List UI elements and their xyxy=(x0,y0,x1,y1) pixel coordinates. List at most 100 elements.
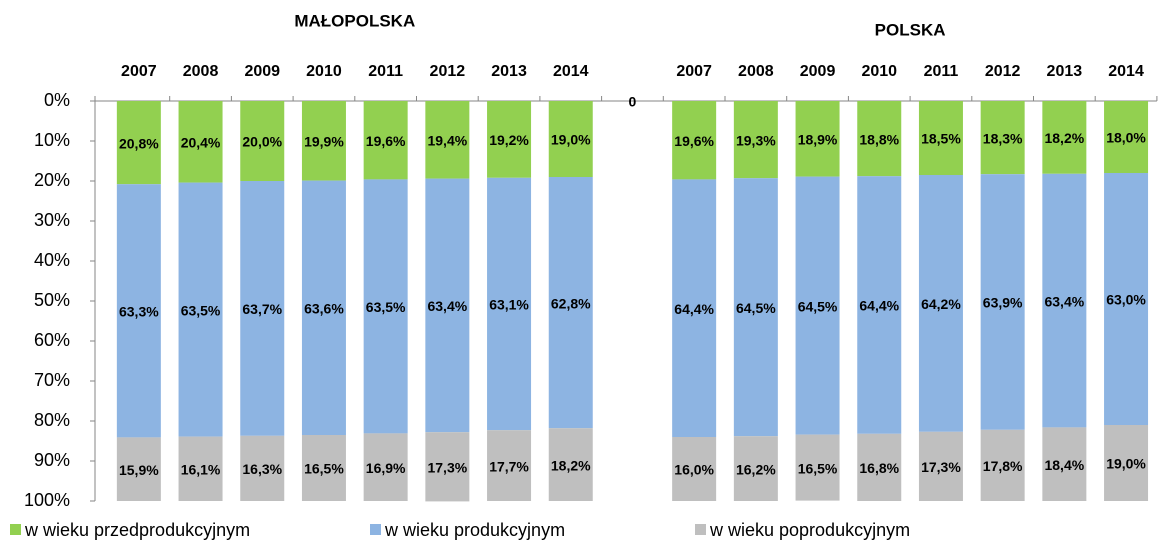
value-label: 16,1% xyxy=(181,462,221,478)
bar-segment xyxy=(240,101,285,181)
legend-swatch xyxy=(695,524,706,535)
x-tick-label: 2013 xyxy=(491,63,527,80)
value-label: 19,0% xyxy=(1106,456,1146,472)
x-tick-label: 2012 xyxy=(430,63,466,80)
x-tick-label: 2008 xyxy=(738,63,774,80)
bar-segment xyxy=(116,101,161,185)
bar-segment xyxy=(733,101,778,179)
x-tick-label: 2008 xyxy=(183,63,219,80)
bar-segment xyxy=(178,436,223,501)
x-tick-label: 2013 xyxy=(1047,63,1083,80)
y-tick-label: 40% xyxy=(34,250,70,270)
x-tick-label: 2011 xyxy=(368,63,403,80)
value-label: 17,3% xyxy=(921,459,961,475)
value-label: 63,5% xyxy=(181,302,221,318)
bar-segment xyxy=(178,101,223,183)
value-label: 64,4% xyxy=(674,301,714,317)
bar-segment xyxy=(980,101,1025,175)
bar-segment xyxy=(116,184,161,438)
x-tick-label: 2009 xyxy=(800,63,836,80)
bar-segment xyxy=(1104,425,1149,501)
value-label: 63,1% xyxy=(489,297,529,313)
value-label: 19,3% xyxy=(736,132,776,148)
value-label: 62,8% xyxy=(551,295,591,311)
bar-segment xyxy=(425,432,470,502)
value-label: 16,5% xyxy=(304,461,344,477)
y-tick-label: 0% xyxy=(44,90,70,110)
y-tick-label: 10% xyxy=(34,130,70,150)
bar-segment xyxy=(918,175,963,432)
bar-segment xyxy=(301,180,346,435)
value-label: 20,4% xyxy=(181,135,221,151)
bar-segment xyxy=(425,178,470,433)
bar-segment xyxy=(733,436,778,501)
bar-segment xyxy=(672,437,717,501)
bar-segment xyxy=(857,176,902,434)
bar-segment xyxy=(548,177,593,429)
value-label: 19,6% xyxy=(674,133,714,149)
bar-segment xyxy=(857,101,902,177)
value-label: 17,3% xyxy=(427,460,467,476)
value-label: 18,2% xyxy=(1044,130,1084,146)
bar-segment xyxy=(1042,173,1087,428)
x-tick-label: 2010 xyxy=(306,63,342,80)
value-label: 19,2% xyxy=(489,132,529,148)
bar-segment xyxy=(301,435,346,501)
value-label: 64,2% xyxy=(921,296,961,312)
value-label: 64,5% xyxy=(798,298,838,314)
legend-label: w wieku poprodukcyjnym xyxy=(709,520,910,540)
y-tick-label: 70% xyxy=(34,370,70,390)
value-label: 16,0% xyxy=(674,462,714,478)
value-label: 63,5% xyxy=(366,299,406,315)
bar-segment xyxy=(240,181,285,436)
value-label: 63,3% xyxy=(119,304,159,320)
legend-swatch xyxy=(10,524,21,535)
bar-segment xyxy=(795,176,840,435)
bar-segment xyxy=(363,179,408,434)
group-label: MAŁOPOLSKA xyxy=(294,11,415,30)
bar-segment xyxy=(1042,101,1087,174)
bar-segment xyxy=(980,174,1025,430)
bar-segment xyxy=(548,428,593,501)
value-label: 63,0% xyxy=(1106,292,1146,308)
bar-segment xyxy=(116,437,161,501)
value-label: 18,0% xyxy=(1106,130,1146,146)
value-label: 16,5% xyxy=(798,460,838,476)
y-tick-label: 90% xyxy=(34,450,70,470)
value-label: 63,6% xyxy=(304,301,344,317)
y-tick-label: 100% xyxy=(24,490,70,510)
value-label: 16,2% xyxy=(736,461,776,477)
x-tick-label: 2007 xyxy=(121,63,157,80)
y-tick-label: 50% xyxy=(34,290,70,310)
value-label: 64,4% xyxy=(859,298,899,314)
bar-segment xyxy=(672,101,717,180)
bar-segment xyxy=(795,101,840,177)
bar-segment xyxy=(363,101,408,180)
group-label: POLSKA xyxy=(875,20,946,39)
bar-segment xyxy=(980,429,1025,501)
value-label: 17,8% xyxy=(983,458,1023,474)
value-label: 20,8% xyxy=(119,135,159,151)
x-tick-label: 2012 xyxy=(985,63,1021,80)
value-label: 20,0% xyxy=(242,134,282,150)
value-label: 18,9% xyxy=(798,132,838,148)
value-label: 16,8% xyxy=(859,460,899,476)
value-label: 18,3% xyxy=(983,130,1023,146)
value-label: 19,6% xyxy=(366,133,406,149)
bar-segment xyxy=(1104,101,1149,173)
legend-label: w wieku produkcyjnym xyxy=(384,520,565,540)
value-label: 19,4% xyxy=(427,133,467,149)
value-label: 63,9% xyxy=(983,295,1023,311)
y-tick-label: 80% xyxy=(34,410,70,430)
value-label: 19,9% xyxy=(304,134,344,150)
value-label: 15,9% xyxy=(119,462,159,478)
value-label: 0 xyxy=(629,94,637,110)
bar-segment xyxy=(548,101,593,177)
bar-segment xyxy=(240,435,285,501)
value-label: 16,3% xyxy=(242,461,282,477)
value-label: 18,2% xyxy=(551,457,591,473)
value-label: 63,7% xyxy=(242,301,282,317)
value-label: 18,5% xyxy=(921,131,961,147)
x-tick-label: 2009 xyxy=(244,63,280,80)
